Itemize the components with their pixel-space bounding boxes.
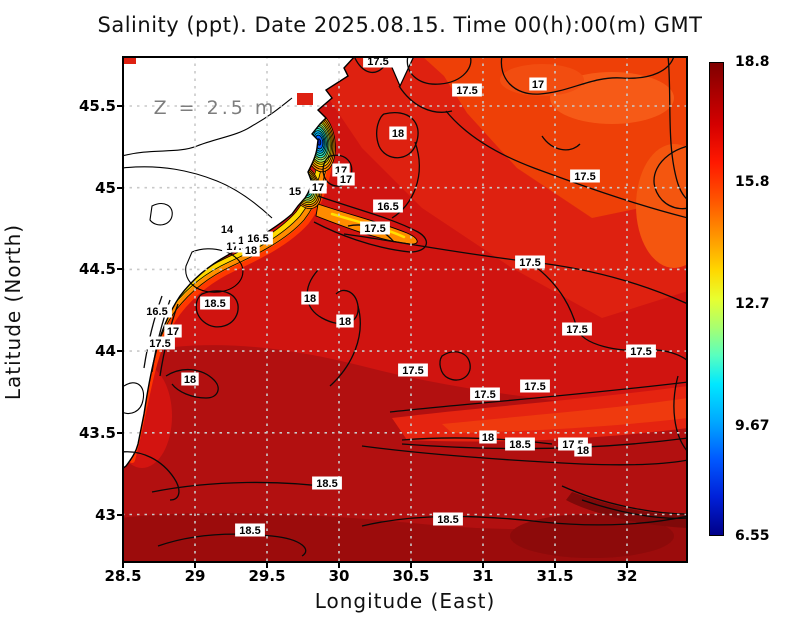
x-tick-mark: [626, 563, 628, 568]
contour-label: 17.5: [149, 338, 170, 350]
x-tick-label: 31: [472, 567, 494, 585]
contour-label: 17.5: [474, 389, 495, 401]
contour-label: 17: [167, 326, 179, 338]
coastal-wedge: [387, 58, 414, 88]
contour-label: 17: [340, 174, 352, 186]
x-tick-label: 30: [328, 567, 350, 585]
contour-label: 17.5: [364, 223, 385, 235]
contour-label: 18: [392, 128, 404, 140]
x-tick-mark: [482, 563, 484, 568]
contour-label: 18.5: [239, 525, 260, 537]
contour-label: 18: [184, 374, 196, 386]
x-tick-mark: [266, 563, 268, 568]
contour-label: 18.5: [509, 439, 530, 451]
y-tick-label: 45: [95, 178, 116, 197]
y-tick-label: 44: [95, 342, 116, 361]
contour-label: 17.5: [367, 58, 388, 68]
x-tick-mark: [122, 563, 124, 568]
river-mouth-inlet: [297, 93, 313, 105]
x-tick-label: 31.5: [536, 567, 574, 585]
y-tick-mark: [117, 350, 122, 353]
contour-label: 18.5: [316, 478, 337, 490]
corner-sea-patch: [124, 58, 136, 64]
contour-label: 17: [312, 182, 324, 194]
x-tick-mark: [194, 563, 196, 568]
contour-label: 17.5: [524, 381, 545, 393]
contour-label: 18: [304, 293, 316, 305]
y-tick-mark: [117, 513, 122, 516]
y-tick-mark: [117, 105, 122, 107]
x-tick-mark: [410, 563, 412, 568]
contour-label: 16.5: [377, 201, 398, 213]
coastline: [124, 58, 355, 469]
x-tick-mark: [554, 563, 556, 568]
contour-label: 17.5: [456, 85, 477, 97]
land: [124, 58, 414, 469]
y-tick-label: 44.5: [78, 260, 116, 279]
contour-label: 18: [482, 432, 494, 444]
y-tick-mark: [117, 268, 122, 271]
x-tick-label: 30.5: [392, 567, 430, 585]
contour-label: 14: [221, 224, 234, 236]
y-axis-title: Latitude (North): [1, 223, 25, 401]
colorbar-tick-label: 6.55: [735, 528, 770, 544]
y-tick-label: 43: [95, 505, 116, 524]
contour-label: 16.5: [247, 233, 268, 245]
x-tick-label: 29.5: [248, 567, 286, 585]
x-tick-label: 32: [616, 567, 638, 585]
contour-label: 18: [245, 245, 257, 257]
contour-label: 18: [577, 445, 589, 457]
contour-label: 18: [339, 316, 351, 328]
contour-label: 16.5: [146, 306, 167, 318]
x-tick-label: 28.5: [104, 567, 142, 585]
contour-label: 15: [289, 186, 301, 198]
contour-label: 17.5: [630, 346, 651, 358]
colorbar-tick-label: 9.67: [735, 417, 770, 434]
contour-label: 17.5: [566, 324, 587, 336]
y-tick-label: 45.5: [78, 97, 116, 115]
plot-title: Salinity (ppt). Date 2025.08.15. Time 00…: [97, 13, 703, 37]
x-tick-mark: [338, 563, 340, 568]
contour-label: 17.5: [574, 171, 595, 183]
y-tick-mark: [117, 186, 122, 189]
colorbar-tick-label: 12.7: [735, 295, 770, 312]
contour-label: 18.5: [437, 514, 458, 526]
depth-annotation: Z = 2.5 m: [154, 97, 277, 119]
y-tick-label: 43.5: [78, 423, 116, 442]
x-tick-label: 29: [184, 567, 206, 585]
contour-label: 18.5: [204, 298, 225, 310]
y-tick-mark: [117, 431, 122, 434]
colorbar: [709, 62, 724, 536]
contour-label: 17.5: [519, 257, 540, 269]
x-axis-title: Longitude (East): [314, 589, 496, 613]
contour-label: 17: [532, 79, 544, 91]
plot-frame: 17.5 17.5 17 18 17.5 17 17 15 17 16.5 17.5 14 17.5 18…: [122, 56, 688, 563]
colorbar-tick-label: 15.8: [735, 174, 770, 191]
colorbar-tick-label: 18.8: [735, 54, 770, 70]
contour-label: 17.5: [402, 365, 423, 377]
